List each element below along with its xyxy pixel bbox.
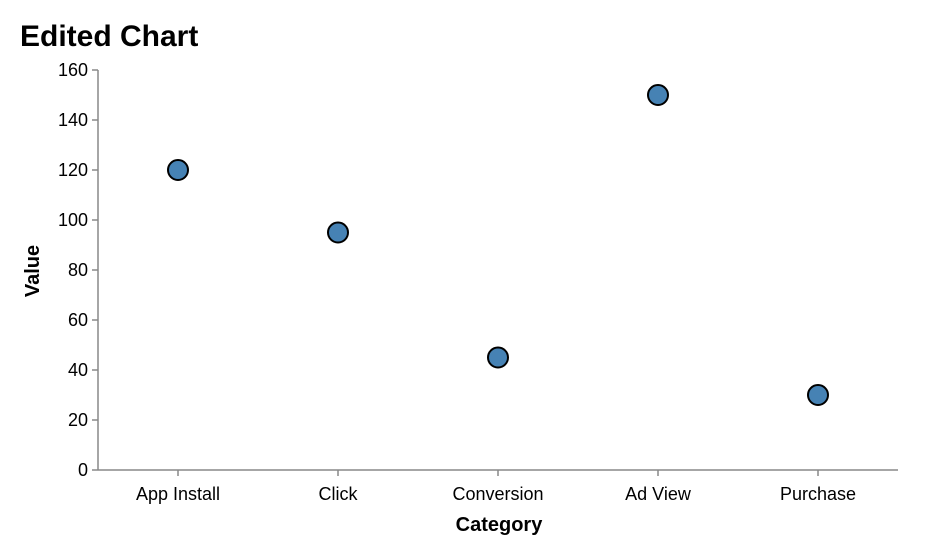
y-tick-label: 120 bbox=[58, 160, 88, 180]
data-point[interactable] bbox=[167, 159, 189, 181]
data-point[interactable] bbox=[487, 346, 509, 369]
y-tick-label: 20 bbox=[68, 410, 88, 430]
y-tick-label: 0 bbox=[78, 460, 88, 480]
y-tick-label: 60 bbox=[68, 310, 88, 330]
chart-title: Edited Chart bbox=[20, 20, 198, 53]
y-tick-label: 100 bbox=[58, 210, 88, 230]
y-tick-label: 80 bbox=[68, 260, 88, 280]
x-axis: App Install Click Conversion Ad View Purchas… bbox=[98, 469, 898, 504]
x-tick-label: App Install bbox=[136, 484, 220, 504]
data-point[interactable] bbox=[807, 384, 829, 406]
x-axis-title: Category bbox=[456, 514, 544, 536]
y-tick-label: 160 bbox=[58, 60, 88, 80]
x-tick-label: Ad View bbox=[625, 484, 692, 504]
data-points bbox=[167, 84, 829, 406]
y-tick-label: 40 bbox=[68, 360, 88, 380]
x-tick-label: Purchase bbox=[780, 484, 856, 504]
data-point[interactable] bbox=[327, 221, 349, 244]
y-axis: 0 20 40 60 80 100 120 140 160 bbox=[58, 60, 99, 480]
x-tick-label: Click bbox=[319, 484, 359, 504]
x-tick-label: Conversion bbox=[452, 484, 543, 504]
y-tick-label: 140 bbox=[58, 110, 88, 130]
y-axis-title: Value bbox=[22, 245, 44, 297]
data-point[interactable] bbox=[647, 84, 669, 106]
